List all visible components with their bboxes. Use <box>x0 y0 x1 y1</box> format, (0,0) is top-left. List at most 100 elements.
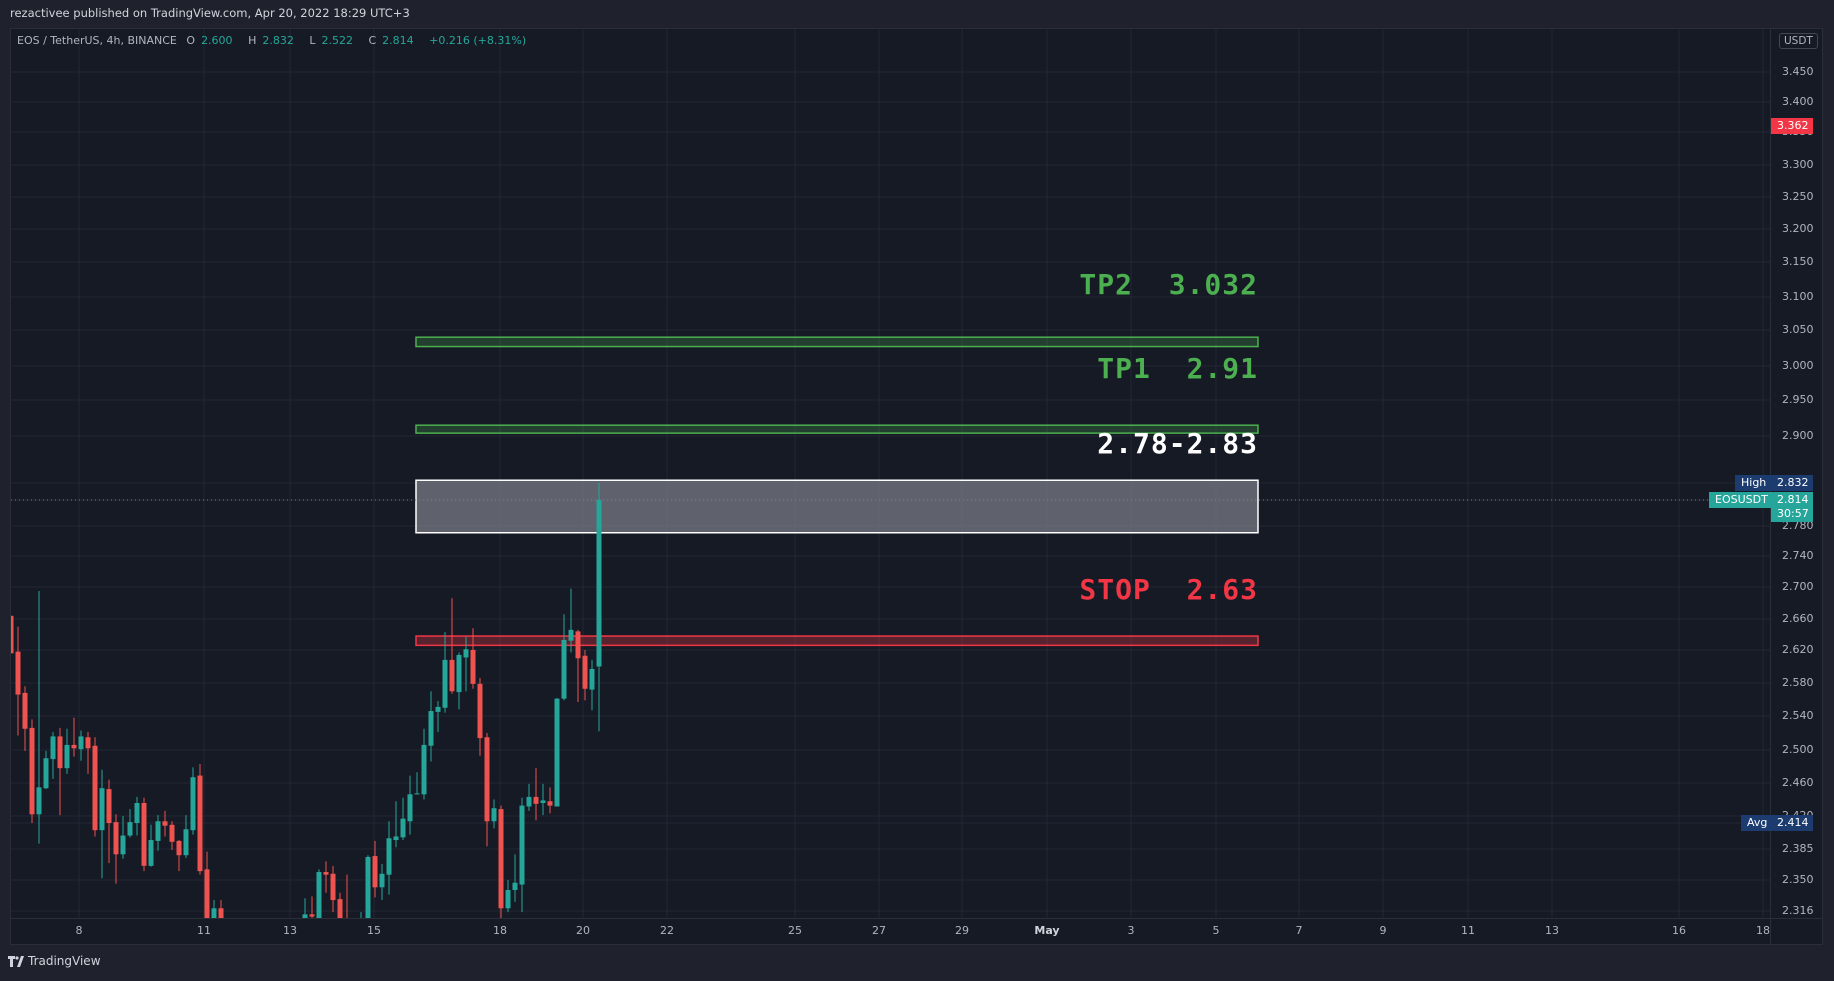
candle-body <box>561 639 567 699</box>
time-tick-label: 11 <box>1461 924 1475 937</box>
candle-body <box>386 838 392 875</box>
candle-body <box>526 796 532 807</box>
time-tick-label: 3 <box>1127 924 1135 937</box>
candle-body <box>141 803 147 866</box>
annotation-label-tp2[interactable]: TP2 3.032 <box>1079 268 1258 301</box>
candle-body <box>421 744 427 795</box>
price-tick-label: 2.660 <box>1782 612 1814 625</box>
price-tick-label: 2.950 <box>1782 393 1814 406</box>
ohlc-open: O 2.600 <box>186 34 233 47</box>
avg-label-badge: Avg <box>1741 815 1774 831</box>
candle-body <box>442 659 448 708</box>
candle-body <box>50 736 56 760</box>
candle-body <box>43 758 49 789</box>
candle-body <box>540 800 546 803</box>
candle-body <box>183 829 189 856</box>
time-tick-label: 5 <box>1212 924 1220 937</box>
candle-body <box>393 836 399 841</box>
candle-body <box>449 659 455 692</box>
zone-tp1 <box>415 424 1259 434</box>
candle-body <box>463 649 469 658</box>
time-tick-label: 7 <box>1295 924 1303 937</box>
price-tick-label: 2.900 <box>1782 429 1814 442</box>
candle-body <box>78 736 84 750</box>
candle-body <box>85 737 91 749</box>
candle-body <box>484 737 490 822</box>
candle-body <box>505 890 511 909</box>
plot-area <box>11 29 1770 940</box>
price-tick-label: 2.540 <box>1782 709 1814 722</box>
price-tick-label: 2.500 <box>1782 743 1814 756</box>
last-price-badge: 2.814 30:57 <box>1771 492 1813 522</box>
price-tick-label: 2.740 <box>1782 549 1814 562</box>
time-tick-label: 22 <box>660 924 674 937</box>
candle-body <box>169 824 175 842</box>
candle-body <box>190 777 196 831</box>
candle-body <box>36 787 42 815</box>
price-tick-label: 2.350 <box>1782 873 1814 886</box>
annotation-label-tp1[interactable]: TP1 2.91 <box>1097 352 1258 385</box>
time-tick-label: 27 <box>872 924 886 937</box>
candle-body <box>400 818 406 838</box>
candle-body <box>582 655 588 689</box>
candle-body <box>22 692 28 729</box>
time-tick-label: 20 <box>576 924 590 937</box>
candle-body <box>64 744 70 769</box>
candle-body <box>568 629 574 641</box>
publisher-caption: rezactivee published on TradingView.com,… <box>10 6 410 20</box>
brand-name: TradingView <box>28 954 101 968</box>
zone-entry <box>415 479 1259 534</box>
candle-body <box>323 872 329 875</box>
candle-body <box>554 698 560 807</box>
symbol-title[interactable]: EOS / TetherUS, 4h, BINANCE <box>17 34 177 47</box>
time-tick-label: 13 <box>1545 924 1559 937</box>
candle-body <box>92 745 98 831</box>
candle-body <box>372 856 378 888</box>
candle-body <box>99 788 105 831</box>
price-tick-label: 2.620 <box>1782 643 1814 656</box>
last-price-value: 2.814 <box>1777 493 1809 506</box>
time-tick-label: 18 <box>1756 924 1770 937</box>
candle-body <box>113 822 119 855</box>
zone-tp2 <box>415 336 1259 348</box>
footer: TradingView <box>8 954 101 968</box>
candle-body <box>519 805 525 885</box>
candle-body <box>435 706 441 712</box>
candle-body <box>57 736 63 769</box>
candle-body <box>379 873 385 888</box>
symbol-legend: EOS / TetherUS, 4h, BINANCE O 2.600 H 2.83… <box>17 34 532 47</box>
time-tick-label: 13 <box>283 924 297 937</box>
candle-body <box>29 727 35 815</box>
price-tick-label: 3.100 <box>1782 290 1814 303</box>
candle-body <box>596 500 602 667</box>
high-value-badge: 2.832 <box>1771 475 1813 491</box>
time-tick-label: 9 <box>1379 924 1387 937</box>
candle-body <box>345 929 350 940</box>
tradingview-logo-icon <box>8 956 24 967</box>
red-price-badge: 3.362 <box>1771 118 1813 134</box>
candle-body <box>407 794 413 822</box>
candle-body <box>359 929 364 940</box>
currency-button[interactable]: USDT <box>1779 33 1818 49</box>
symbol-last-badge: EOSUSDT <box>1709 492 1774 508</box>
candle-body <box>589 668 595 690</box>
price-tick-label: 3.150 <box>1782 255 1814 268</box>
price-tick-label: 2.385 <box>1782 842 1814 855</box>
candle-body <box>414 793 420 795</box>
time-tick-label: 16 <box>1672 924 1686 937</box>
candle-body <box>337 899 343 918</box>
ohlc-change: +0.216 (+8.31%) <box>429 34 527 47</box>
candle-body <box>477 683 483 739</box>
candle-body <box>533 796 539 804</box>
candle-body <box>428 711 434 746</box>
price-tick-label: 3.200 <box>1782 222 1814 235</box>
candle-body <box>134 803 140 823</box>
price-tick-label: 3.050 <box>1782 323 1814 336</box>
annotation-label-stop[interactable]: STOP 2.63 <box>1079 573 1258 606</box>
candle-body <box>120 835 126 855</box>
price-tick-label: 2.780 <box>1782 519 1814 532</box>
time-tick-label: 15 <box>367 924 381 937</box>
annotation-label-entry[interactable]: 2.78-2.83 <box>1097 427 1258 460</box>
price-tick-label: 3.450 <box>1782 65 1814 78</box>
